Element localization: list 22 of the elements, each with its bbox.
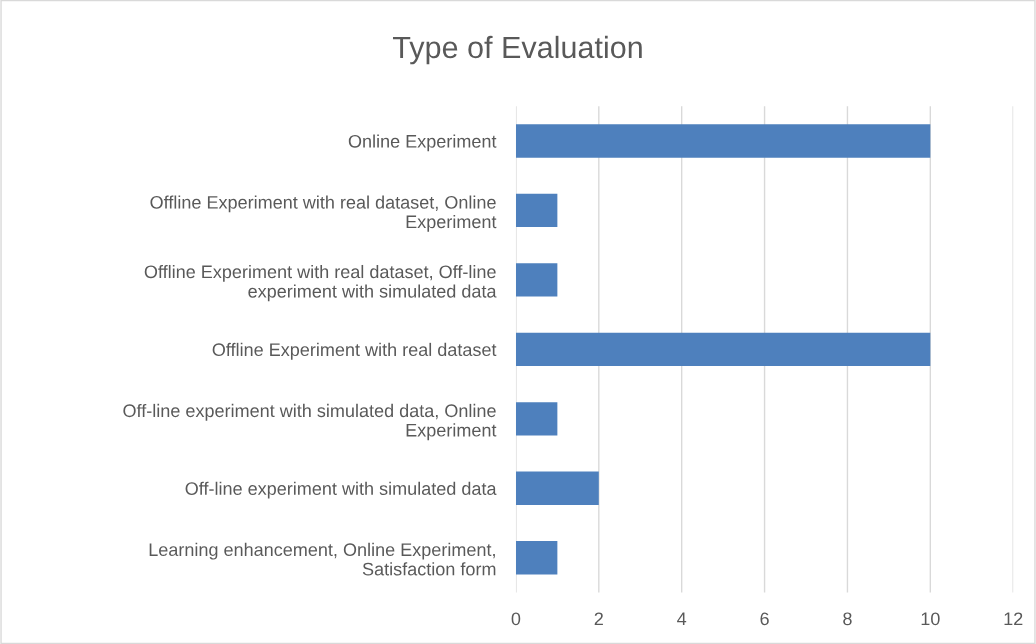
y-tick-label: Offline Experiment with real dataset, Off-line experiment with simulated data [144,264,497,302]
x-tick-label: 10 [921,612,940,626]
bar [515,193,558,228]
x-tick-label: 6 [760,612,769,626]
y-tick-label: Offline Experiment with real dataset [212,342,497,360]
x-tick-label: 4 [677,612,687,626]
y-tick-label: Off-line experiment with simulated data [185,481,497,499]
y-tick-label: Learning enhancement, Online Experiment, Satisfaction form [149,542,496,576]
bar [515,124,931,158]
bar [515,541,558,575]
bar [515,471,599,505]
y-tick-label: Online Experiment [348,134,497,152]
x-tick-label: 8 [843,612,852,626]
x-tick-label: 2 [594,612,603,626]
y-tick-label: Off-line experiment with simulated data, Online Experiment [123,403,497,441]
x-tick-label: 12 [1004,612,1023,626]
chart-title: Type of Evaluation [392,35,642,65]
x-tick-label: 0 [511,612,521,626]
bar [515,332,931,367]
bar [515,402,558,436]
y-tick-label: Offline Experiment with real dataset, Online Experiment [150,195,497,232]
bar [515,263,558,297]
